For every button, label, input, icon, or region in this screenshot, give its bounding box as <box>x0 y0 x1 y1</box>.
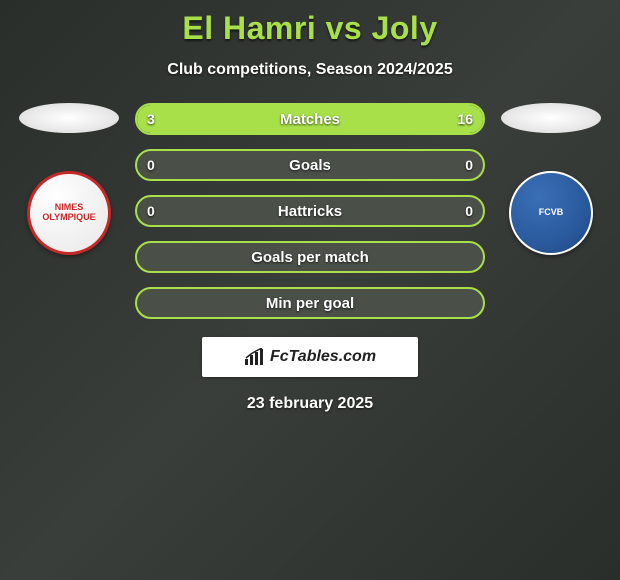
stat-label: Goals <box>289 157 331 174</box>
stat-label: Goals per match <box>251 249 369 266</box>
brand-box[interactable]: FcTables.com <box>202 337 418 377</box>
stat-row: 3 Matches 16 <box>135 103 485 135</box>
stat-row: Min per goal <box>135 287 485 319</box>
right-player-pill <box>501 103 601 133</box>
stat-label: Hattricks <box>278 203 342 220</box>
stat-right-value: 0 <box>465 157 473 173</box>
brand-text: FcTables.com <box>270 348 376 366</box>
date-line: 23 february 2025 <box>0 395 620 413</box>
stat-left-value: 3 <box>147 111 155 127</box>
stats-column: 3 Matches 16 0 Goals 0 0 Hattricks 0 Goals per ma… <box>135 103 485 319</box>
stat-label: Matches <box>280 111 340 128</box>
left-club-label: NIMES OLYMPIQUE <box>30 203 108 223</box>
right-club-label: FCVB <box>539 208 564 218</box>
stat-row: 0 Goals 0 <box>135 149 485 181</box>
comparison-content: NIMES OLYMPIQUE 3 Matches 16 0 Goals 0 0 Hattri… <box>0 103 620 319</box>
chart-icon <box>244 348 264 366</box>
stat-left-value: 0 <box>147 203 155 219</box>
left-player-pill <box>19 103 119 133</box>
stat-row: 0 Hattricks 0 <box>135 195 485 227</box>
left-club-badge: NIMES OLYMPIQUE <box>27 171 111 255</box>
right-column: FCVB <box>501 103 601 319</box>
subtitle: Club competitions, Season 2024/2025 <box>0 61 620 79</box>
stat-left-value: 0 <box>147 157 155 173</box>
page-title: El Hamri vs Joly <box>0 0 620 47</box>
stat-label: Min per goal <box>266 295 354 312</box>
left-column: NIMES OLYMPIQUE <box>19 103 119 319</box>
stat-fill-left <box>137 105 192 133</box>
stat-right-value: 16 <box>457 111 473 127</box>
right-club-badge: FCVB <box>509 171 593 255</box>
stat-row: Goals per match <box>135 241 485 273</box>
stat-right-value: 0 <box>465 203 473 219</box>
